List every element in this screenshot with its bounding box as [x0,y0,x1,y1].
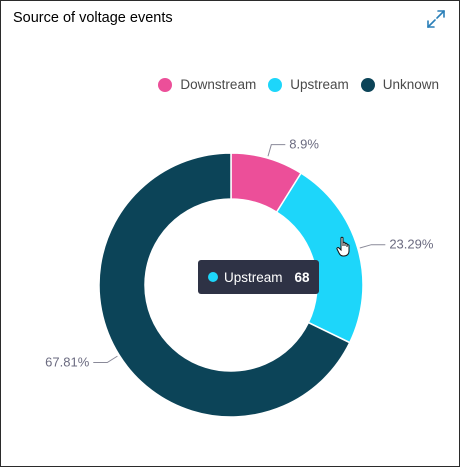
legend-swatch-downstream [158,77,173,92]
label-leader-upstream [359,244,386,249]
tooltip-label: Upstream [224,269,283,285]
legend-label-upstream: Upstream [290,77,349,92]
donut-slice-unknown[interactable] [98,152,351,418]
label-leader-downstream [267,144,286,157]
percent-label-upstream: 23.29% [389,237,434,252]
label-leader-unknown [93,355,118,363]
tooltip-value: 68 [294,269,310,285]
card-title: Source of voltage events [13,10,173,26]
legend-swatch-upstream [268,77,283,92]
legend-swatch-unknown [360,77,375,92]
legend-item-upstream[interactable]: Upstream [268,77,349,92]
chart-legend: Downstream Upstream Unknown [158,77,439,92]
hand-pointer-icon [336,236,350,257]
percent-label-downstream: 8.9% [289,137,319,152]
percent-label-unknown: 67.81% [45,354,90,369]
tooltip-color-dot [208,272,218,282]
expand-icon [427,10,445,28]
chart-tooltip: Upstream 68 [198,260,319,294]
legend-label-downstream: Downstream [180,77,257,92]
legend-item-unknown[interactable]: Unknown [360,77,439,92]
legend-item-downstream[interactable]: Downstream [158,77,256,92]
legend-label-unknown: Unknown [382,77,439,92]
expand-button[interactable] [425,8,447,30]
